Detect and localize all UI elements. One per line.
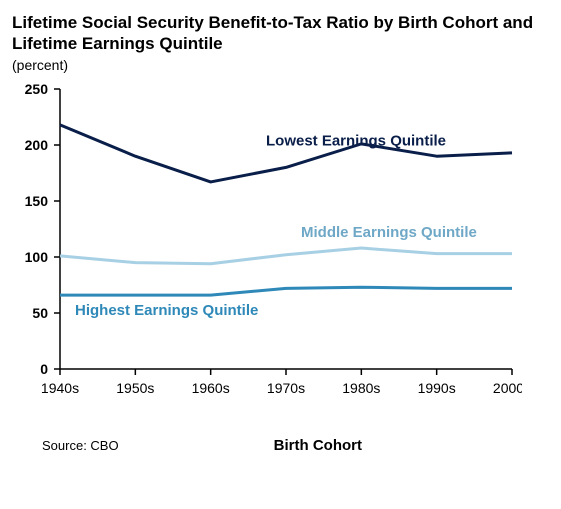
series-label: Lowest Earnings Quintile	[266, 132, 446, 149]
x-tick-label: 1940s	[41, 380, 79, 396]
y-tick-label: 50	[32, 305, 48, 321]
chart-title: Lifetime Social Security Benefit-to-Tax …	[12, 12, 549, 55]
series-label: Highest Earnings Quintile	[75, 302, 258, 319]
x-tick-label: 1970s	[267, 380, 305, 396]
x-axis-label: Birth Cohort	[274, 437, 362, 454]
x-tick-label: 1980s	[342, 380, 380, 396]
y-tick-label: 100	[25, 249, 49, 265]
chart-svg: 0 50 100 150 200 250 1940s 1950s 1960s 1970s 1980s…	[12, 79, 522, 429]
y-tick-label: 0	[40, 361, 48, 377]
series-label: Middle Earnings Quintile	[301, 223, 477, 240]
chart-subtitle: (percent)	[12, 57, 549, 73]
chart-source: Source: CBO	[42, 438, 119, 453]
line-chart: 0 50 100 150 200 250 1940s 1950s 1960s 1970s 1980s…	[12, 79, 549, 434]
series-line	[60, 287, 512, 295]
x-tick-label: 1990s	[418, 380, 456, 396]
x-tick-label: 1960s	[192, 380, 230, 396]
y-tick-label: 150	[25, 193, 49, 209]
y-tick-label: 250	[25, 81, 49, 97]
x-tick-label: 1950s	[116, 380, 154, 396]
series-line	[60, 248, 512, 264]
y-tick-label: 200	[25, 137, 49, 153]
x-tick-label: 2000s	[493, 380, 522, 396]
